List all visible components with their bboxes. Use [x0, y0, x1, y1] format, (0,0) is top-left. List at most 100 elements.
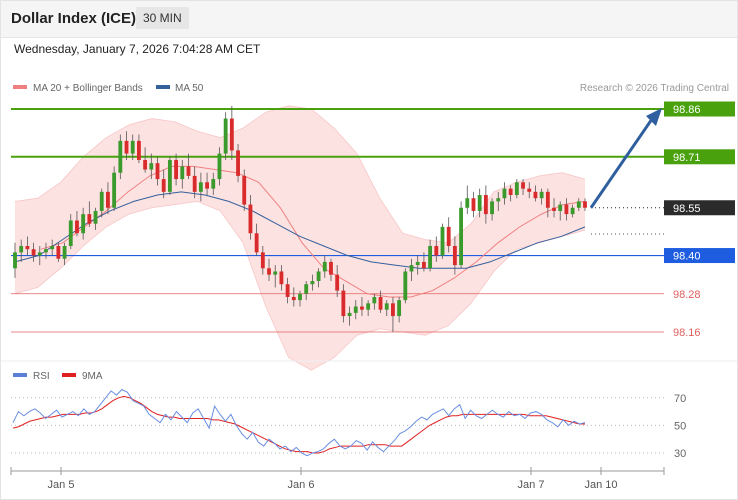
candle-body [421, 261, 426, 269]
candle-body [490, 201, 494, 215]
candle-body [279, 271, 284, 285]
x-tick-label: Jan 10 [584, 479, 617, 491]
candle-body [502, 188, 507, 199]
level-label-box [664, 248, 735, 264]
rsi-lines [12, 388, 586, 457]
candle-body [149, 163, 154, 170]
level-label-box [664, 149, 735, 165]
rsi-axis-label: 70 [674, 393, 686, 405]
candle-body [99, 191, 104, 211]
candle-body [521, 182, 525, 189]
level-label: 98.86 [673, 104, 701, 116]
x-tick-label: Jan 5 [48, 479, 75, 491]
candle-body [428, 245, 433, 269]
candle-body [310, 281, 315, 285]
bollinger-lower [14, 200, 586, 371]
timestamp: Wednesday, January 7, 2026 7:04:28 AM CE… [14, 42, 261, 56]
candle-body [471, 198, 476, 211]
candle-body [329, 261, 333, 275]
candle-body [341, 290, 346, 317]
candle-body [353, 306, 358, 313]
candle-body [564, 204, 569, 215]
x-axis: Jan 5 Jan 6 Jan 7 Jan 10 [10, 467, 665, 491]
candle-body [539, 191, 544, 199]
legend-swatch-rsi [13, 373, 27, 377]
forecast-arrow [589, 108, 662, 209]
level-label: 98.71 [673, 152, 701, 164]
level-label: 98.55 [673, 203, 701, 215]
candle-body [44, 249, 48, 253]
candle-body [106, 191, 110, 208]
candle-body [533, 191, 538, 199]
candle-body [570, 207, 575, 215]
candle-body [452, 245, 457, 266]
candle-body [291, 296, 296, 301]
candle-body [465, 198, 470, 208]
bollinger-upper [14, 105, 586, 244]
bollinger-fill [15, 105, 585, 371]
candle-body [446, 226, 451, 246]
candle-body [192, 175, 197, 192]
candle-body [273, 271, 278, 275]
candle-body [415, 261, 420, 266]
rsi-9ma-line [12, 395, 585, 454]
level-label: 98.40 [673, 251, 701, 263]
candle-body [316, 271, 321, 282]
level-label-box [664, 101, 735, 117]
candle-body [236, 150, 240, 176]
candle-body [19, 245, 24, 253]
legend-swatch-ma50 [156, 85, 170, 89]
credit-text: Research © 2026 Trading Central [580, 83, 729, 94]
rsi-axis-label: 30 [674, 448, 686, 460]
candle-body [267, 268, 271, 275]
candle-body [397, 300, 402, 317]
interval-button[interactable]: 30 MIN [136, 7, 189, 29]
candlesticks [13, 105, 587, 332]
legend-label-rsi: RSI [33, 371, 50, 382]
candle-body [124, 140, 129, 154]
candle-body [483, 195, 488, 215]
candle-body [112, 172, 117, 208]
candle-body [174, 159, 179, 180]
x-tick-label: Jan 7 [518, 479, 545, 491]
candle-body [217, 153, 222, 180]
rsi-axis-label: 50 [674, 420, 686, 432]
ma50-line [14, 191, 586, 269]
candle-body [384, 303, 389, 310]
candle-body [93, 210, 98, 224]
candle-body [372, 296, 377, 304]
arrow-shaft [589, 118, 654, 209]
candle-body [545, 191, 550, 208]
candle-body [130, 140, 135, 154]
candle-body [459, 207, 464, 266]
candle-body [198, 182, 203, 192]
candle-body [81, 214, 86, 234]
candle-body [496, 198, 501, 202]
candle-body [360, 306, 364, 310]
instrument-title: Dollar Index (ICE) [11, 10, 137, 27]
rsi-grid: 70 50 30 [11, 393, 686, 460]
candle-body [477, 195, 482, 211]
candle-body [25, 245, 30, 250]
header-bar: Dollar Index (ICE) 30 MIN [1, 1, 737, 38]
level-label-box [664, 200, 735, 216]
x-tick-label: Jan 6 [288, 479, 315, 491]
candle-body [583, 201, 587, 208]
legend-swatch-9ma [62, 373, 76, 377]
candle-body [508, 188, 513, 196]
candle-body [434, 245, 439, 256]
candle-body [514, 182, 519, 196]
candle-body [391, 303, 395, 317]
candle-body [13, 252, 17, 269]
candle-body [366, 303, 371, 310]
candle-body [242, 175, 247, 205]
candle-body [68, 220, 73, 246]
candle-body [31, 249, 36, 256]
candle-body [254, 233, 259, 253]
candle-body [347, 312, 352, 317]
candle-body [136, 140, 141, 160]
candle-body [143, 159, 148, 170]
candle-body [260, 252, 265, 269]
candle-body [118, 140, 123, 173]
